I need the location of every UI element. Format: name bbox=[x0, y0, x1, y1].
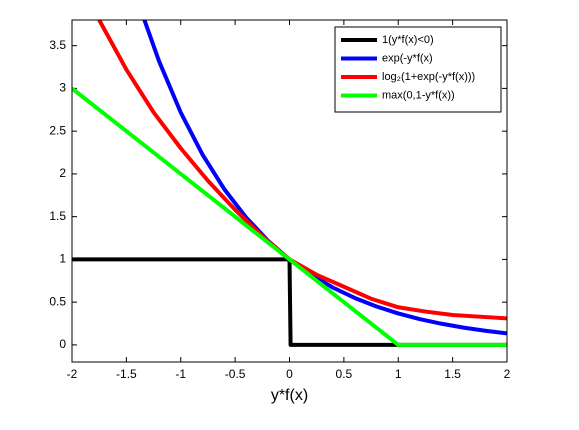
y-tick-label: 1 bbox=[59, 252, 66, 266]
x-tick-label: 0 bbox=[286, 367, 293, 381]
plot-lines bbox=[72, 20, 507, 347]
x-tick-label: -1 bbox=[175, 367, 186, 381]
x-tick-label: 1 bbox=[395, 367, 402, 381]
y-tick-label: 2 bbox=[59, 166, 66, 180]
y-tick-label: 2.5 bbox=[49, 123, 66, 137]
x-tick-label: -1.5 bbox=[116, 367, 137, 381]
axes-box bbox=[71, 19, 508, 363]
y-tick-label: 1.5 bbox=[49, 209, 66, 223]
legend-label: log₂(1+exp(-y*f(x))) bbox=[382, 71, 475, 83]
legend-label: exp(-y*f(x) bbox=[382, 52, 433, 64]
x-axis-label: y*f(x) bbox=[271, 387, 308, 404]
x-tick-label: 1.5 bbox=[444, 367, 461, 381]
series-line bbox=[142, 20, 507, 336]
x-tick-label: 2 bbox=[504, 367, 511, 381]
y-tick-label: 0 bbox=[59, 337, 66, 351]
y-tick-label: 3 bbox=[59, 81, 66, 95]
x-tick-label: -2 bbox=[67, 367, 78, 381]
series-line bbox=[97, 20, 507, 321]
y-tick-label: 0.5 bbox=[49, 294, 66, 308]
x-tick-label: -0.5 bbox=[225, 367, 246, 381]
legend-label: max(0,1-y*f(x)) bbox=[382, 89, 455, 101]
x-tick-label: 0.5 bbox=[336, 367, 353, 381]
legend-label: 1(y*f(x)<0) bbox=[382, 34, 434, 46]
series-line bbox=[72, 86, 507, 347]
y-tick-label: 3.5 bbox=[49, 38, 66, 52]
